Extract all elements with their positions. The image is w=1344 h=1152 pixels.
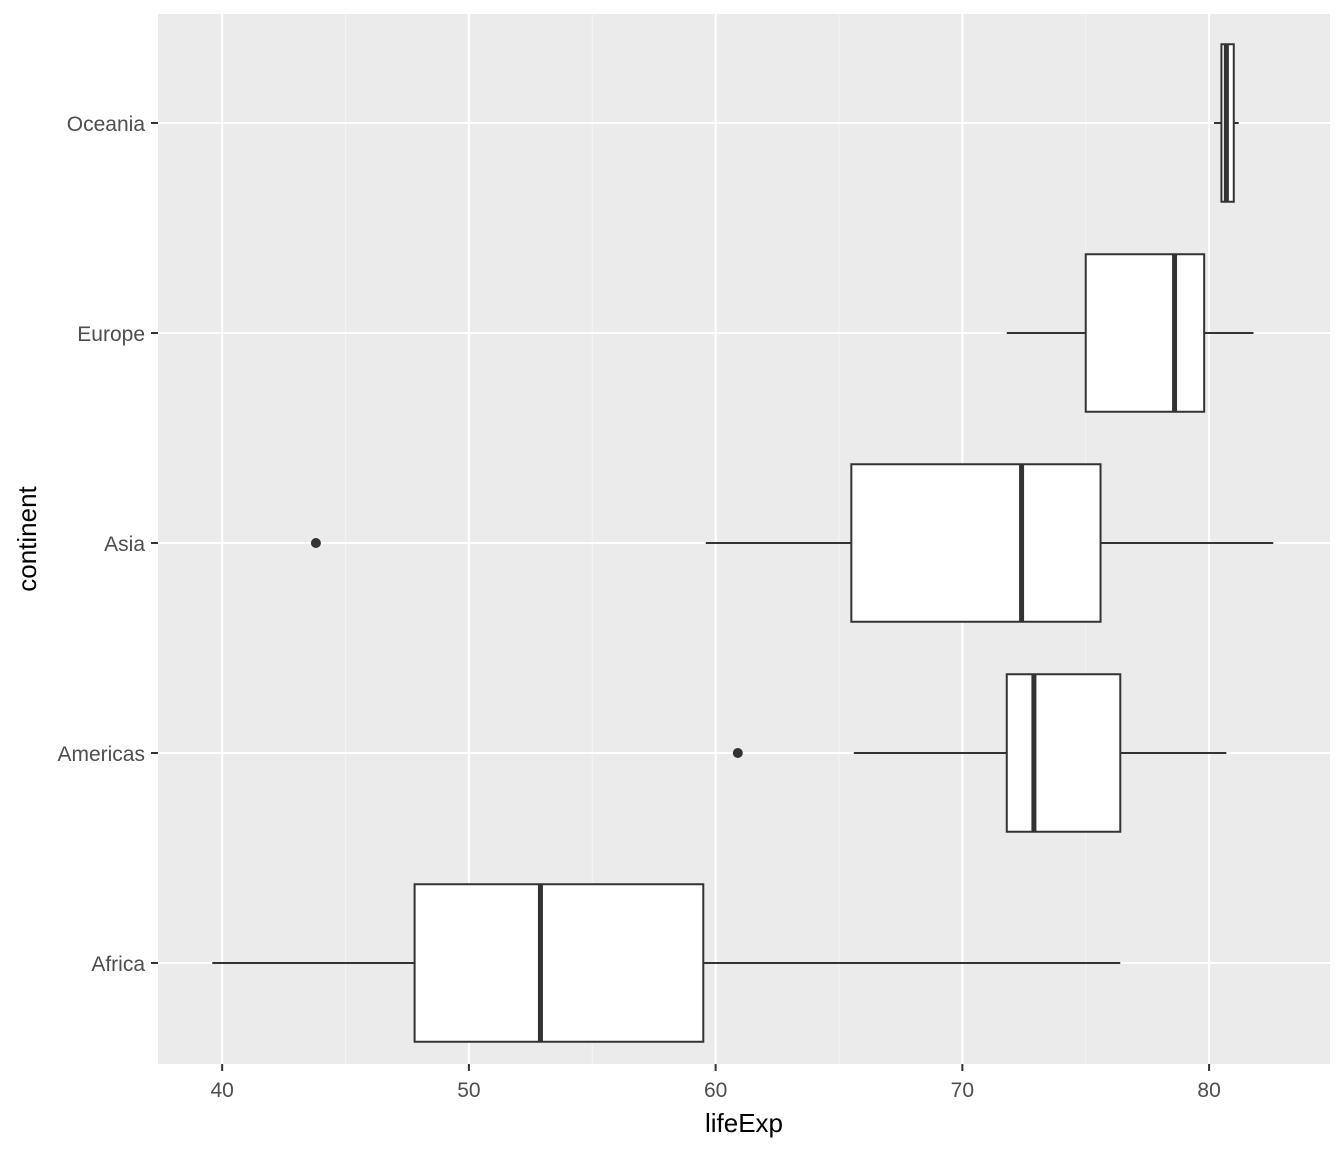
iqr-box <box>1084 253 1206 413</box>
y-tick-label: Africa <box>91 953 145 976</box>
x-axis: 40 50 60 70 80 <box>210 1064 1221 1102</box>
y-tick-label: Asia <box>104 533 145 556</box>
x-tick-label: 40 <box>210 1079 233 1102</box>
x-tick-label: 50 <box>457 1079 480 1102</box>
boxes-layer <box>212 43 1274 1043</box>
iqr-box <box>1005 673 1122 833</box>
iqr-box <box>413 883 705 1043</box>
y-tick-label: Europe <box>77 323 145 346</box>
x-tick-label: 60 <box>704 1079 727 1102</box>
y-tick-label: Oceania <box>67 113 146 136</box>
outlier-point <box>732 748 743 758</box>
outlier-point <box>310 538 321 548</box>
iqr-box <box>850 463 1102 623</box>
x-axis-title: lifeExp <box>705 1108 783 1138</box>
plot-panel <box>158 14 1330 1064</box>
y-axis-title: continent <box>12 485 42 591</box>
x-tick-label: 80 <box>1197 1079 1220 1102</box>
x-tick-label: 70 <box>951 1079 974 1102</box>
y-axis: Africa Americas Asia Europe Oceania <box>57 113 158 976</box>
y-tick-label: Americas <box>57 743 145 766</box>
